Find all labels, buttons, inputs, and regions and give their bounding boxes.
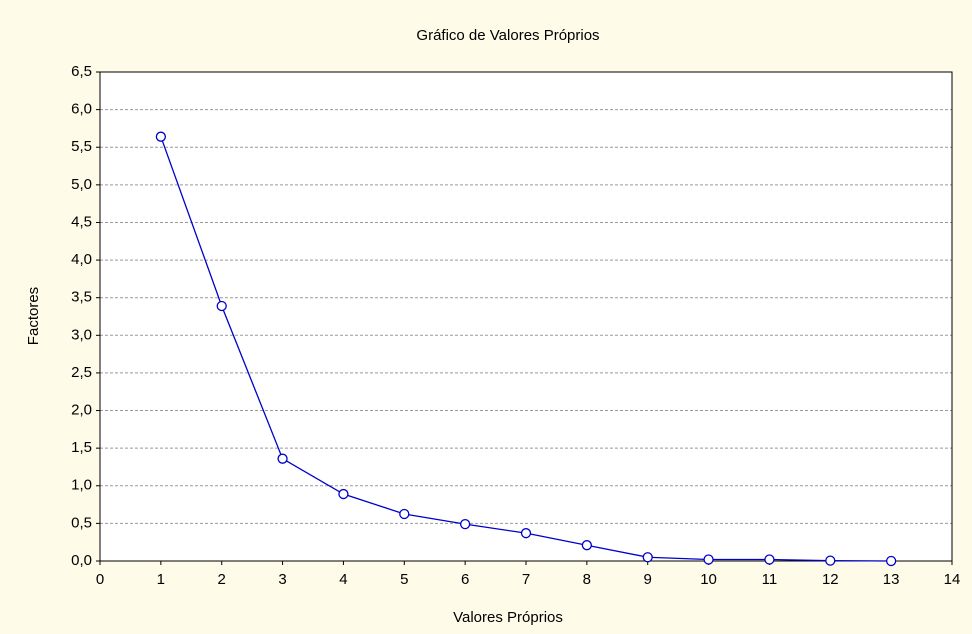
y-tick-label: 1,5 (71, 439, 92, 456)
x-axis-label: Valores Próprios (453, 609, 563, 626)
plot-frame (99, 71, 953, 562)
y-tick-label: 0,5 (71, 514, 92, 531)
point (216, 300, 227, 312)
point (277, 453, 288, 464)
y-tick-label: 1,0 (71, 477, 92, 494)
x-tick-label: 0 (96, 571, 104, 588)
point (459, 518, 471, 530)
x-tick-label: 13 (883, 571, 900, 588)
y-tick-label: 5,5 (71, 138, 92, 155)
y-tick-label: 5,0 (71, 176, 92, 193)
y-axis-label: Factores (25, 287, 42, 345)
point (581, 540, 593, 551)
x-tick-label: 12 (822, 571, 839, 588)
x-tick-label: 3 (278, 571, 286, 588)
y-tick-label: 2,0 (71, 402, 92, 419)
plot-area (100, 72, 952, 561)
x-tick-label: 1 (157, 571, 165, 588)
x-tick-label: 6 (461, 571, 469, 588)
x-tick-label: 4 (339, 571, 347, 588)
x-tick-label: 5 (400, 571, 408, 588)
x-tick-label: 8 (583, 571, 591, 588)
x-tick-label: 2 (218, 571, 226, 588)
point (703, 554, 714, 565)
point (642, 552, 653, 563)
x-tick-label: 14 (944, 571, 961, 588)
y-tick-label: 3,5 (71, 289, 92, 306)
x-tick-label: 11 (762, 571, 778, 588)
x-tick-label: 9 (644, 571, 652, 588)
point (825, 555, 836, 566)
y-tick-label: 6,5 (71, 63, 92, 80)
y-tick-label: 4,5 (71, 213, 92, 230)
y-tick-label: 4,0 (71, 251, 92, 268)
y-tick-label: 6,0 (71, 101, 92, 118)
point (520, 528, 532, 539)
point (885, 555, 897, 567)
y-tick-label: 0,0 (71, 552, 92, 569)
point (155, 131, 167, 142)
x-tick-label: 10 (700, 571, 717, 588)
chart-title: Gráfico de Valores Próprios (416, 27, 599, 44)
y-tick-label: 2,5 (71, 364, 92, 381)
point (399, 508, 410, 520)
y-tick-label: 3,0 (71, 326, 92, 343)
point (764, 554, 775, 565)
point (338, 488, 349, 500)
x-tick-label: 7 (522, 571, 530, 588)
